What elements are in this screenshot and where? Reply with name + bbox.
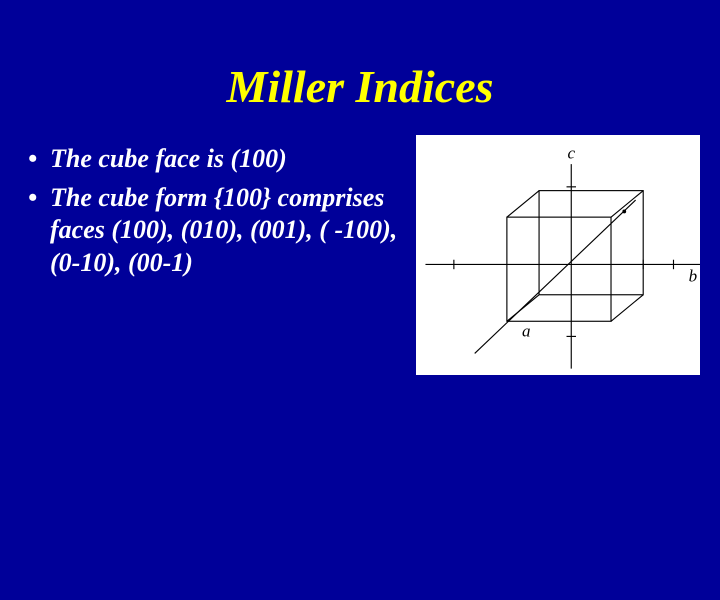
- cube-diagram: c b a: [416, 135, 700, 375]
- content-row: The cube face is (100) The cube form {10…: [0, 143, 720, 375]
- list-item: The cube form {100} comprises faces (100…: [28, 182, 410, 280]
- cube-svg: c b a: [416, 135, 700, 375]
- axis-b-label: b: [689, 267, 698, 286]
- axis-c-label: c: [567, 143, 575, 162]
- slide-title: Miller Indices: [0, 60, 720, 113]
- bullet-list: The cube face is (100) The cube form {10…: [20, 143, 410, 375]
- axis-a-label: a: [522, 321, 531, 340]
- list-item: The cube face is (100): [28, 143, 410, 176]
